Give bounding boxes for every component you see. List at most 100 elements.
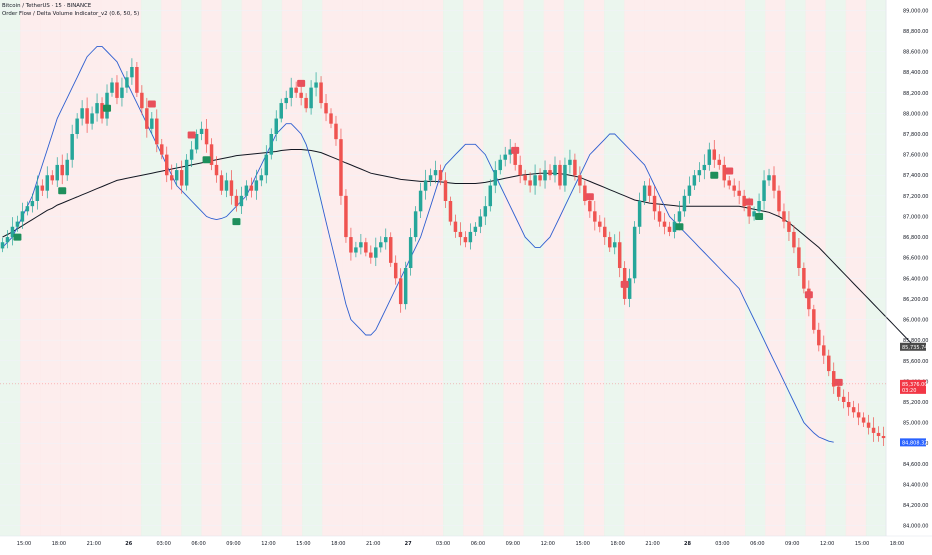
candle-body	[707, 149, 712, 165]
candle-body	[518, 164, 522, 176]
candle-body	[374, 247, 378, 258]
band-line-path	[2, 45, 834, 443]
candle-body	[583, 185, 587, 201]
candle-body	[797, 247, 801, 268]
band-line	[2, 45, 834, 443]
bg-band	[563, 0, 585, 536]
candle-body	[787, 221, 791, 232]
bg-band	[463, 0, 484, 536]
candle-body	[95, 103, 99, 114]
candle-body	[309, 87, 313, 109]
candle-body	[224, 180, 229, 191]
candle-body	[135, 67, 139, 93]
x-tick-label: 26	[125, 541, 132, 547]
signal-markers	[13, 79, 843, 386]
candle-body	[652, 195, 657, 212]
candle-body	[841, 396, 846, 402]
sell-marker	[725, 167, 734, 175]
symbol-line[interactable]: Bitcoin / TetherUS · 15 · BINANCE	[2, 3, 92, 9]
candle-body	[189, 149, 194, 160]
candle-body	[836, 386, 841, 397]
x-tick-label: 03:00	[436, 541, 450, 547]
last-price-label-sub: 03:20	[902, 388, 916, 394]
candle-body	[254, 180, 259, 191]
candle-body	[269, 134, 274, 155]
session-background	[0, 0, 887, 536]
bg-band	[362, 0, 384, 536]
bg-band	[543, 0, 565, 536]
ma-line	[2, 149, 914, 346]
x-tick-label: 28	[684, 541, 691, 547]
y-tick-label: 86,800.00	[903, 235, 928, 241]
y-tick-label: 87,200.00	[903, 194, 928, 200]
buy-marker	[232, 218, 241, 226]
bg-band	[523, 0, 545, 536]
candle-body	[533, 175, 537, 186]
bg-band	[40, 0, 61, 536]
bg-band	[825, 0, 847, 536]
candle-body	[65, 159, 69, 176]
candle-body	[458, 231, 463, 238]
bg-band	[302, 0, 323, 536]
candle-body	[140, 92, 144, 109]
bg-band	[664, 0, 686, 536]
indicator-line[interactable]: Order Flow / Delta Volume Indicator_v2 (…	[2, 11, 140, 17]
candle-body	[249, 185, 254, 191]
candle-body	[498, 159, 502, 171]
candle-body	[632, 226, 637, 279]
candle-body	[568, 159, 572, 165]
candle-body	[548, 170, 552, 176]
candle-body	[184, 159, 189, 186]
candle-body	[717, 159, 721, 165]
candle-body	[513, 149, 517, 165]
y-tick-label: 88,200.00	[903, 91, 928, 97]
candle-body	[304, 97, 308, 109]
candle-body	[234, 195, 239, 207]
candle-body	[329, 113, 333, 124]
candle-body	[637, 201, 642, 227]
candle-body	[150, 118, 154, 129]
sell-marker	[620, 280, 629, 288]
candle-body	[274, 118, 278, 134]
candle-body	[827, 355, 831, 372]
candle-body	[25, 206, 30, 212]
price-axis[interactable]: 84,000.00 84,200.00 84,400.00 84,600.00 84,8…	[885, 0, 928, 536]
bg-band	[704, 0, 726, 536]
y-tick-label: 85,200.00	[903, 400, 928, 406]
candle-body	[453, 221, 458, 232]
candle-body	[334, 123, 338, 140]
candle-body	[50, 175, 55, 181]
y-tick-label: 85,800.00	[903, 338, 928, 344]
candle-body	[418, 190, 423, 212]
last-price-label: 85,376.00	[902, 382, 927, 388]
candle-body	[672, 221, 677, 232]
candle-body	[782, 211, 786, 222]
candle-body	[174, 170, 179, 181]
x-tick-label: 18:00	[890, 541, 904, 547]
y-tick-label: 86,600.00	[903, 256, 928, 262]
bg-band	[181, 0, 202, 536]
sell-marker	[745, 198, 754, 206]
bg-band	[241, 0, 263, 536]
candle-body	[30, 201, 35, 207]
time-axis[interactable]: 15:00 18:00 21:00 26 03:00 06:00 09:00 12:00 15:…	[0, 535, 932, 547]
y-tick-label: 87,600.00	[903, 153, 928, 159]
sell-marker	[585, 193, 594, 201]
x-tick-label: 18:00	[331, 541, 345, 547]
grid	[0, 10, 886, 526]
x-tick-label: 09:00	[506, 541, 520, 547]
candle-body	[10, 226, 15, 238]
x-tick-label: 15:00	[855, 541, 869, 547]
candle-body	[608, 237, 612, 248]
candle-body	[259, 175, 264, 181]
bg-band	[100, 0, 122, 536]
candle-body	[732, 185, 736, 191]
bg-band	[0, 0, 21, 536]
candle-body	[647, 185, 652, 196]
candle-body	[244, 185, 249, 196]
candle-body	[792, 231, 796, 248]
y-tick-label: 87,800.00	[903, 132, 928, 138]
